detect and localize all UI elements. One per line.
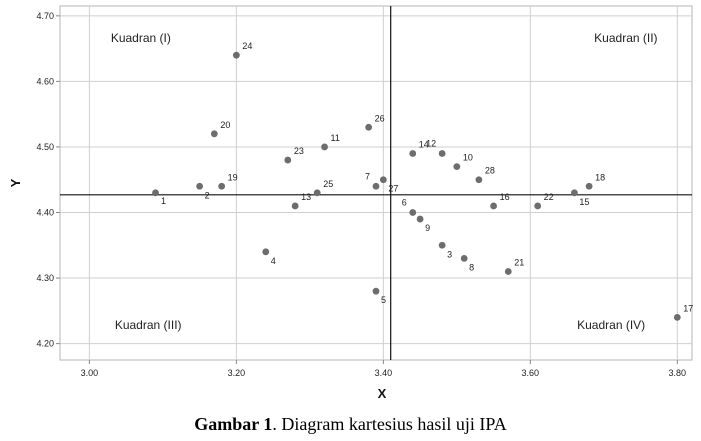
data-points: 1234567891011121314151617181920212223242… (152, 41, 693, 321)
point-label-26: 26 (375, 113, 385, 123)
y-tick-label: 4.20 (36, 339, 54, 349)
data-point-16 (490, 202, 497, 210)
data-point-11 (321, 143, 328, 151)
quadrant-label-1: Kuadran (I) (111, 31, 171, 45)
figure-caption: Gambar 1. Diagram kartesius hasil uji IP… (0, 414, 701, 435)
y-axis-title: Y (8, 178, 23, 187)
caption-figure-number: Gambar 1 (194, 414, 273, 434)
data-point-4 (262, 248, 270, 256)
point-label-24: 24 (242, 41, 252, 51)
data-point-5 (372, 287, 380, 295)
point-label-10: 10 (463, 153, 473, 163)
caption-text: . Diagram kartesius hasil uji IPA (272, 414, 507, 434)
quadrant-label-3: Kuadran (III) (115, 318, 182, 332)
x-tick-label: 3.00 (81, 368, 99, 378)
y-tick-label: 4.30 (36, 273, 54, 283)
data-point-21 (504, 268, 512, 275)
x-tick-label: 3.80 (669, 368, 687, 378)
point-label-22: 22 (544, 192, 554, 202)
point-label-16: 16 (500, 192, 510, 202)
point-label-6: 6 (402, 198, 407, 208)
axis-ticks: 3.00 3.20 3.40 3.60 3.80 4.20 4.30 4.40 4.50 4.60… (36, 11, 686, 378)
data-point-2 (196, 182, 204, 190)
point-label-5: 5 (381, 295, 386, 305)
point-label-13: 13 (301, 192, 311, 202)
y-tick-label: 4.40 (36, 208, 54, 218)
point-label-28: 28 (485, 166, 495, 176)
point-label-2: 2 (205, 190, 210, 200)
point-label-12: 12 (426, 139, 436, 149)
data-point-22 (534, 202, 542, 210)
point-label-21: 21 (514, 258, 524, 268)
point-label-25: 25 (323, 179, 333, 189)
data-point-19 (218, 182, 226, 190)
data-point-13 (291, 202, 299, 210)
data-point-15 (571, 189, 578, 197)
data-point-26 (365, 123, 373, 131)
data-point-8 (460, 254, 468, 262)
x-tick-label: 3.20 (228, 368, 246, 378)
data-point-10 (453, 163, 461, 171)
data-point-20 (210, 130, 218, 138)
point-label-9: 9 (425, 223, 430, 233)
point-label-3: 3 (447, 249, 452, 259)
point-label-11: 11 (331, 133, 340, 143)
point-label-17: 17 (683, 303, 693, 313)
x-tick-label: 3.60 (522, 368, 540, 378)
point-label-1: 1 (161, 196, 166, 206)
y-tick-label: 4.70 (36, 11, 54, 21)
y-tick-label: 4.60 (36, 76, 54, 86)
data-point-23 (284, 156, 292, 164)
data-point-3 (438, 241, 446, 249)
point-label-4: 4 (271, 256, 276, 266)
data-point-18 (585, 182, 593, 190)
point-label-19: 19 (228, 172, 238, 182)
grid (60, 6, 692, 360)
quadrant-labels: Kuadran (I) Kuadran (II) Kuadran (III) Kuad… (111, 31, 658, 332)
data-point-12 (438, 150, 446, 157)
point-label-15: 15 (579, 197, 589, 207)
data-point-28 (475, 176, 483, 184)
x-tick-label: 3.40 (375, 368, 393, 378)
point-label-8: 8 (469, 262, 474, 272)
data-point-14 (409, 150, 417, 157)
quadrant-label-2: Kuadran (II) (594, 31, 657, 45)
data-point-7 (372, 182, 380, 190)
data-point-25 (313, 189, 321, 197)
data-point-1 (152, 189, 159, 197)
data-point-17 (673, 313, 681, 321)
x-axis-title: X (378, 386, 387, 401)
point-label-27: 27 (388, 184, 398, 194)
point-label-20: 20 (220, 120, 230, 130)
quadrant-label-4: Kuadran (IV) (577, 318, 645, 332)
data-point-27 (379, 176, 387, 184)
data-point-24 (232, 51, 240, 59)
data-point-6 (409, 209, 417, 216)
reference-lines (60, 6, 692, 360)
point-label-14: 14 (419, 140, 429, 150)
point-label-23: 23 (294, 146, 304, 156)
point-label-7: 7 (365, 171, 370, 181)
data-point-9 (416, 215, 424, 223)
y-tick-label: 4.50 (36, 142, 54, 152)
point-label-18: 18 (595, 172, 605, 182)
